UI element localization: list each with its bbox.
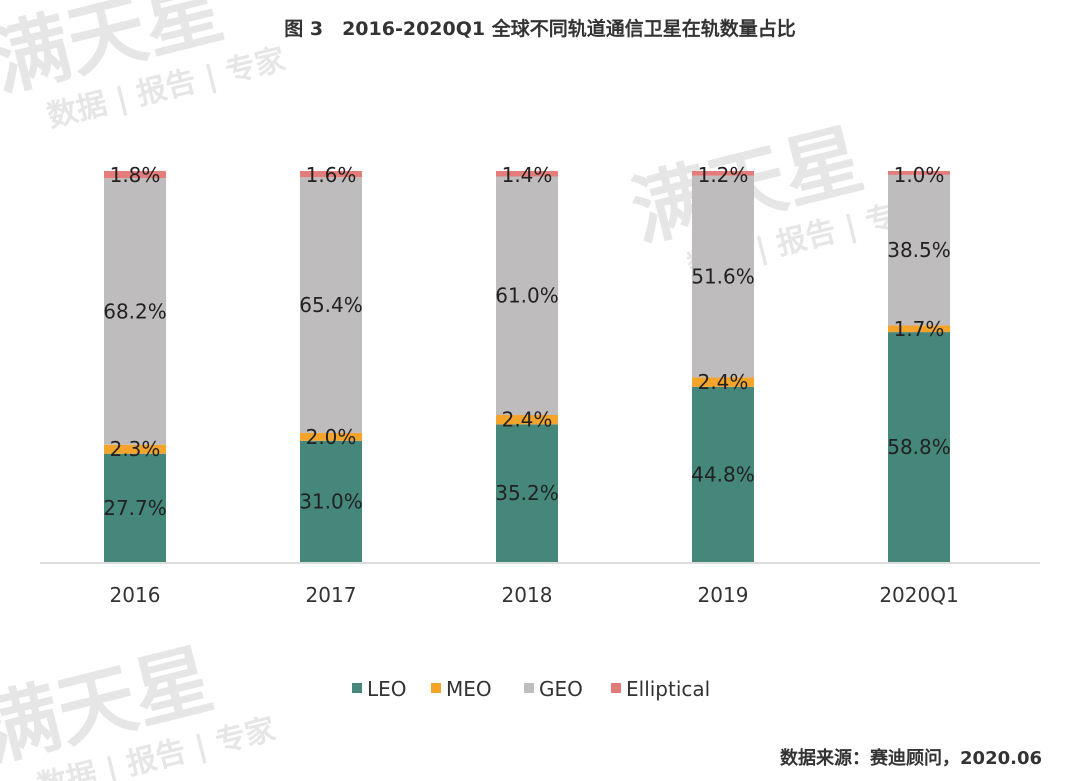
legend-label-elliptical: Elliptical <box>626 677 710 701</box>
bar-meo-2017 <box>300 432 362 441</box>
bar-geo-2018 <box>496 176 558 415</box>
legend-swatch-meo <box>431 683 441 693</box>
bar-leo-2019 <box>692 386 754 562</box>
bar-elliptical-2020q1 <box>888 171 950 175</box>
bar-meo-2020q1 <box>888 325 950 333</box>
x-tick-label-2017: 2017 <box>306 583 357 607</box>
data-label-meo-2017: 2.0% <box>306 425 357 449</box>
data-label-elliptical-2019: 1.2% <box>698 163 749 187</box>
data-label-leo-2018: 35.2% <box>495 481 559 505</box>
data-label-geo-2017: 65.4% <box>299 293 363 317</box>
data-labels: 27.7% 2.3% 68.2% 1.8% 31.0% 2.0% 65.4% 1.6% 35.2… <box>103 163 951 520</box>
bar-leo-2018 <box>496 424 558 562</box>
x-tick-labels: 2016 2017 2018 2019 2020Q1 <box>110 583 959 607</box>
data-label-meo-2019: 2.4% <box>698 370 749 394</box>
bar-leo-2016 <box>104 453 166 562</box>
data-label-geo-2020q1: 38.5% <box>887 238 951 262</box>
data-label-meo-2018: 2.4% <box>502 408 553 432</box>
legend: LEO MEO GEO Elliptical <box>352 677 710 701</box>
legend-swatch-geo <box>524 683 534 693</box>
data-label-geo-2016: 68.2% <box>103 299 167 323</box>
data-label-geo-2018: 61.0% <box>495 284 559 308</box>
bar-geo-2016 <box>104 178 166 445</box>
bar-elliptical-2016 <box>104 171 166 179</box>
chart-title: 图 3 2016-2020Q1 全球不同轨道通信卫星在轨数量占比 <box>284 18 796 40</box>
legend-label-meo: MEO <box>446 677 492 701</box>
data-label-leo-2017: 31.0% <box>299 489 363 513</box>
bar-elliptical-2019 <box>692 171 754 176</box>
bar-leo-2017 <box>300 440 362 562</box>
data-label-elliptical-2020q1: 1.0% <box>894 163 945 187</box>
data-label-leo-2020q1: 58.8% <box>887 435 951 459</box>
data-label-elliptical-2017: 1.6% <box>306 163 357 187</box>
legend-label-geo: GEO <box>539 677 583 701</box>
bar-meo-2019 <box>692 377 754 387</box>
data-label-geo-2019: 51.6% <box>691 265 755 289</box>
data-label-elliptical-2018: 1.4% <box>502 163 553 187</box>
data-label-leo-2019: 44.8% <box>691 462 755 486</box>
x-tick-label-2018: 2018 <box>502 583 553 607</box>
x-tick-label-2016: 2016 <box>110 583 161 607</box>
bar-geo-2017 <box>300 177 362 433</box>
x-tick-label-2020q1: 2020Q1 <box>879 583 958 607</box>
bars <box>104 171 950 562</box>
legend-label-leo: LEO <box>367 677 407 701</box>
legend-swatch-elliptical <box>611 683 621 693</box>
data-label-leo-2016: 27.7% <box>103 496 167 520</box>
bar-elliptical-2017 <box>300 171 362 178</box>
source-note: 数据来源：赛迪顾问，2020.06 <box>780 748 1042 769</box>
x-tick-label-2019: 2019 <box>698 583 749 607</box>
bar-geo-2019 <box>692 175 754 378</box>
data-label-meo-2016: 2.3% <box>110 437 161 461</box>
data-label-elliptical-2016: 1.8% <box>110 163 161 187</box>
bar-geo-2020q1 <box>888 174 950 326</box>
data-label-meo-2020q1: 1.7% <box>894 317 945 341</box>
bar-meo-2016 <box>104 444 166 454</box>
bar-leo-2020q1 <box>888 332 950 562</box>
bar-elliptical-2018 <box>496 171 558 177</box>
legend-swatch-leo <box>352 683 362 693</box>
bar-meo-2018 <box>496 414 558 425</box>
